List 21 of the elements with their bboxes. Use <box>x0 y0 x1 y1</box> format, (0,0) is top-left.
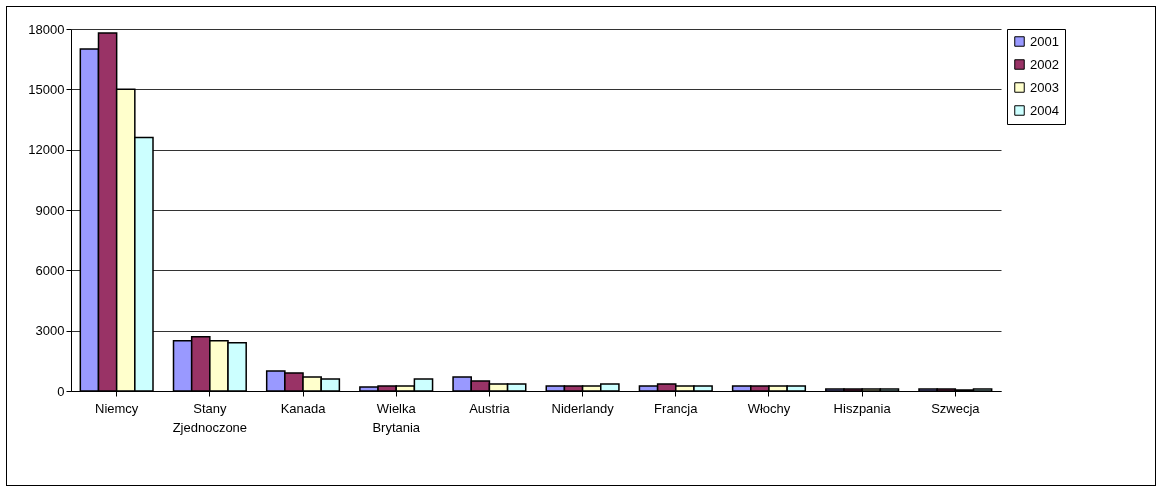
legend-label: 2003 <box>1030 79 1059 95</box>
x-tick-label: Wielka Brytania <box>372 400 421 435</box>
legend-label: 2004 <box>1030 102 1059 118</box>
x-tick-label: Hiszpania <box>833 400 892 416</box>
y-tick-label: 15000 <box>28 81 65 97</box>
y-tick-label: 18000 <box>28 21 65 37</box>
legend-label: 2001 <box>1030 33 1059 49</box>
x-tick-label: Szwecja <box>931 400 981 416</box>
y-tick-label: 6000 <box>35 262 65 278</box>
x-tick-label: Niderlandy <box>551 400 615 416</box>
legend-label: 2002 <box>1030 56 1059 72</box>
x-tick-label: Niemcy <box>94 400 139 416</box>
y-tick-label: 3000 <box>35 323 65 339</box>
y-tick-label: 12000 <box>28 142 65 158</box>
x-tick-label: Włochy <box>747 400 791 416</box>
x-tick-label: Kanada <box>280 400 327 416</box>
y-tick-label: 9000 <box>35 202 65 218</box>
y-tick-label: 0 <box>57 383 65 399</box>
x-tick-label: Stany Zjednoczone <box>172 400 248 435</box>
x-tick-label: Francja <box>654 400 699 416</box>
x-tick-label: Austria <box>469 400 511 416</box>
